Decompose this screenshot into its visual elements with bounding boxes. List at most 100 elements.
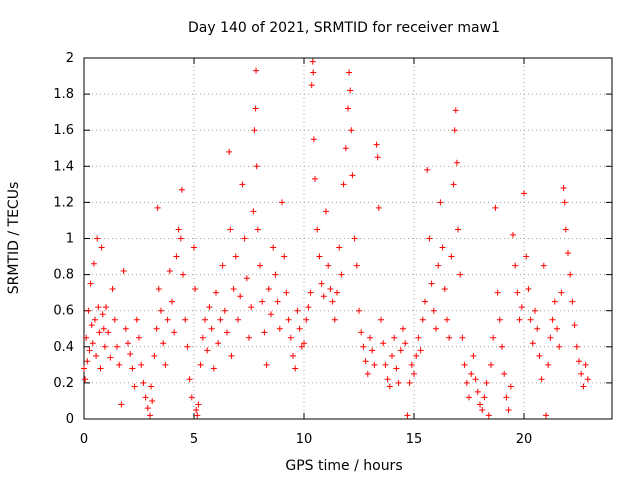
data-point <box>281 253 288 260</box>
data-point <box>512 262 519 269</box>
data-point <box>325 262 332 269</box>
data-point <box>84 358 91 365</box>
data-point <box>188 394 195 401</box>
data-point <box>560 184 567 191</box>
data-point <box>492 204 499 211</box>
data-point <box>316 253 323 260</box>
data-point <box>292 365 299 372</box>
data-point <box>253 163 260 170</box>
data-point <box>481 394 488 401</box>
data-point <box>215 340 222 347</box>
data-point <box>342 145 349 152</box>
data-point <box>472 376 479 383</box>
data-point <box>556 343 563 350</box>
data-point <box>453 159 460 166</box>
data-point <box>496 316 503 323</box>
data-point <box>538 376 545 383</box>
data-point <box>417 347 424 354</box>
data-point <box>221 307 228 314</box>
y-tick-label: 0 <box>66 412 74 427</box>
data-point <box>463 379 470 386</box>
data-point <box>310 69 317 76</box>
data-point <box>310 136 317 143</box>
data-point <box>353 262 360 269</box>
data-point <box>452 107 459 114</box>
data-point <box>422 298 428 305</box>
data-point <box>534 325 541 332</box>
data-point <box>243 275 250 282</box>
data-point <box>204 347 211 354</box>
data-point <box>298 343 305 350</box>
data-points <box>81 58 591 419</box>
data-point <box>525 286 532 293</box>
data-point <box>224 329 230 336</box>
data-point <box>408 361 415 368</box>
data-point <box>85 307 92 314</box>
x-tick-label: 20 <box>516 432 533 447</box>
data-point <box>561 199 568 206</box>
data-point <box>457 271 464 278</box>
data-point <box>391 334 398 341</box>
data-point <box>510 231 516 238</box>
y-tick-label: 0.4 <box>53 340 74 355</box>
data-point <box>96 329 103 336</box>
data-point <box>419 316 426 323</box>
data-point <box>356 307 362 314</box>
data-point <box>210 365 217 372</box>
data-point <box>308 82 315 89</box>
data-point <box>380 340 387 347</box>
data-point <box>263 361 270 368</box>
data-point <box>400 325 406 332</box>
data-point <box>485 412 492 419</box>
data-point <box>448 253 455 260</box>
data-point <box>154 204 161 211</box>
data-point <box>246 334 252 341</box>
data-point <box>455 226 461 233</box>
data-point <box>323 208 329 215</box>
data-point <box>411 370 417 377</box>
data-point <box>444 316 450 323</box>
data-point <box>107 354 114 361</box>
data-point <box>565 249 571 256</box>
data-point <box>393 365 400 372</box>
data-point <box>178 186 185 193</box>
data-point <box>95 304 102 311</box>
data-point <box>235 316 241 323</box>
data-point <box>133 316 140 323</box>
data-point <box>426 235 433 242</box>
data-point <box>285 316 292 323</box>
data-point <box>272 271 279 278</box>
data-point <box>327 286 334 293</box>
chart-title: Day 140 of 2021, SRMTID for receiver maw… <box>188 20 500 36</box>
data-point <box>369 347 376 354</box>
data-point <box>257 262 263 269</box>
data-point <box>558 289 565 296</box>
data-point <box>470 352 477 359</box>
data-point <box>92 316 98 323</box>
data-point <box>349 172 356 179</box>
data-point <box>81 365 87 372</box>
data-point <box>466 394 472 401</box>
data-point <box>127 351 134 358</box>
data-point <box>171 329 178 336</box>
y-tick-label: 0.6 <box>53 304 74 319</box>
data-point <box>529 340 536 347</box>
data-point <box>131 383 138 390</box>
data-point <box>248 304 255 311</box>
data-point <box>142 394 149 401</box>
y-tick-label: 2 <box>66 51 74 66</box>
data-point <box>402 340 409 347</box>
data-point <box>197 361 204 368</box>
data-point <box>318 280 325 287</box>
data-point <box>351 235 358 242</box>
data-point <box>294 307 301 314</box>
data-point <box>83 334 90 341</box>
data-point <box>237 293 244 300</box>
data-point <box>252 105 259 112</box>
data-point <box>93 352 100 359</box>
data-point <box>367 334 373 341</box>
data-point <box>571 322 578 329</box>
data-point <box>191 244 197 251</box>
data-point <box>208 325 215 332</box>
